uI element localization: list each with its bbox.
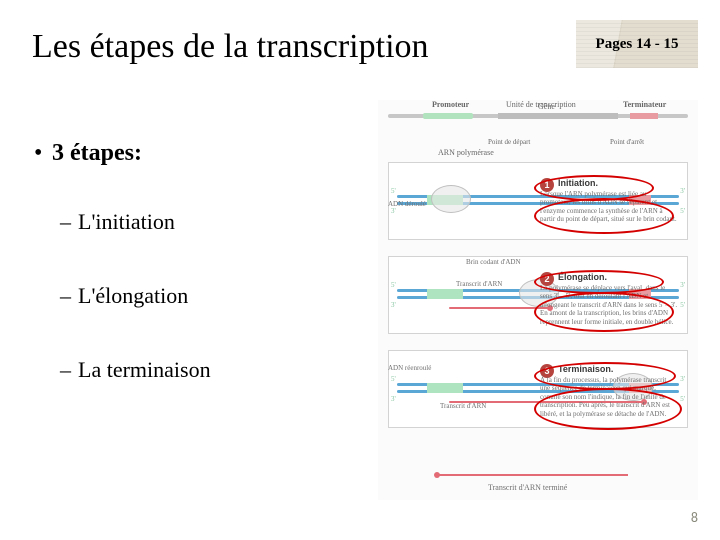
top-gene-diagram <box>388 114 688 118</box>
end-3prime: 3' <box>391 301 396 309</box>
label-gene: Gène <box>538 102 555 111</box>
slide: Les étapes de la transcription Pages 14 … <box>0 0 720 540</box>
label-adn-deroule: ADN déroulé <box>388 200 426 208</box>
end-5prime-right: 5' <box>680 395 685 403</box>
list-heading: • 3 étapes: <box>34 140 334 167</box>
highlight-ring-icon <box>534 292 674 332</box>
label-brin-codant: Brin codant d'ADN <box>466 258 521 266</box>
label-final-transcript: Transcrit d'ARN terminé <box>488 483 567 492</box>
highlight-ring-icon <box>534 362 676 390</box>
list-item: – L'initiation <box>60 209 334 235</box>
segment-gene <box>498 113 618 119</box>
end-3prime: 3' <box>391 207 396 215</box>
end-5prime-right: 5' <box>680 207 685 215</box>
highlight-ring-icon <box>534 270 664 294</box>
segment-promoter <box>423 113 473 119</box>
highlight-ring-icon <box>534 388 682 430</box>
dna-promoter <box>427 383 463 393</box>
page-title: Les étapes de la transcription <box>32 28 429 66</box>
segment-terminator <box>630 113 658 119</box>
label-point-arret: Point d'arrêt <box>610 138 644 146</box>
end-5prime-right: 5' <box>680 301 685 309</box>
dna-promoter <box>427 289 463 299</box>
end-3prime: 3' <box>391 395 396 403</box>
list-item-label: L'initiation <box>78 209 175 234</box>
label-transcrit-arn-2: Transcrit d'ARN <box>440 402 486 410</box>
page-reference: Pages 14 - 15 <box>596 36 679 53</box>
label-arn-polymerase: ARN polymérase <box>438 148 494 157</box>
label-promoteur: Promoteur <box>432 100 469 109</box>
heading-bold: 3 étapes: <box>52 140 142 166</box>
highlight-ring-icon <box>534 198 674 234</box>
body-list: • 3 étapes: – L'initiation – L'élongatio… <box>34 140 334 431</box>
label-transcrit-arn: Transcrit d'ARN <box>456 280 502 288</box>
list-item-label: La terminaison <box>78 357 211 382</box>
list-item: – L'élongation <box>60 283 334 309</box>
highlight-ring-icon <box>534 175 654 201</box>
label-point-depart: Point de départ <box>488 138 530 146</box>
heading-text: 3 étapes: <box>52 140 142 166</box>
transcription-figure: Promoteur Unité de transcription Termina… <box>378 100 698 500</box>
dash-icon: – <box>60 283 78 309</box>
page-reference-box: Pages 14 - 15 <box>576 20 698 68</box>
dash-icon: – <box>60 209 78 235</box>
end-3prime-right: 3' <box>680 281 685 289</box>
end-3prime-right: 3' <box>680 187 685 195</box>
list-item-label: L'élongation <box>78 283 188 308</box>
bullet-icon: • <box>34 140 52 167</box>
sub-items: – L'initiation – L'élongation – La termi… <box>34 209 334 383</box>
polymerase-bubble <box>431 185 471 213</box>
end-3prime-right: 3' <box>680 375 685 383</box>
final-rna-transcript <box>438 474 628 476</box>
dash-icon: – <box>60 357 78 383</box>
label-adn-reenroule: ADN réenroulé <box>388 364 431 372</box>
label-terminateur: Terminateur <box>623 100 666 109</box>
end-5prime: 5' <box>391 375 396 383</box>
list-item: – La terminaison <box>60 357 334 383</box>
page-number: 8 <box>691 509 698 526</box>
end-5prime: 5' <box>391 281 396 289</box>
end-5prime: 5' <box>391 187 396 195</box>
